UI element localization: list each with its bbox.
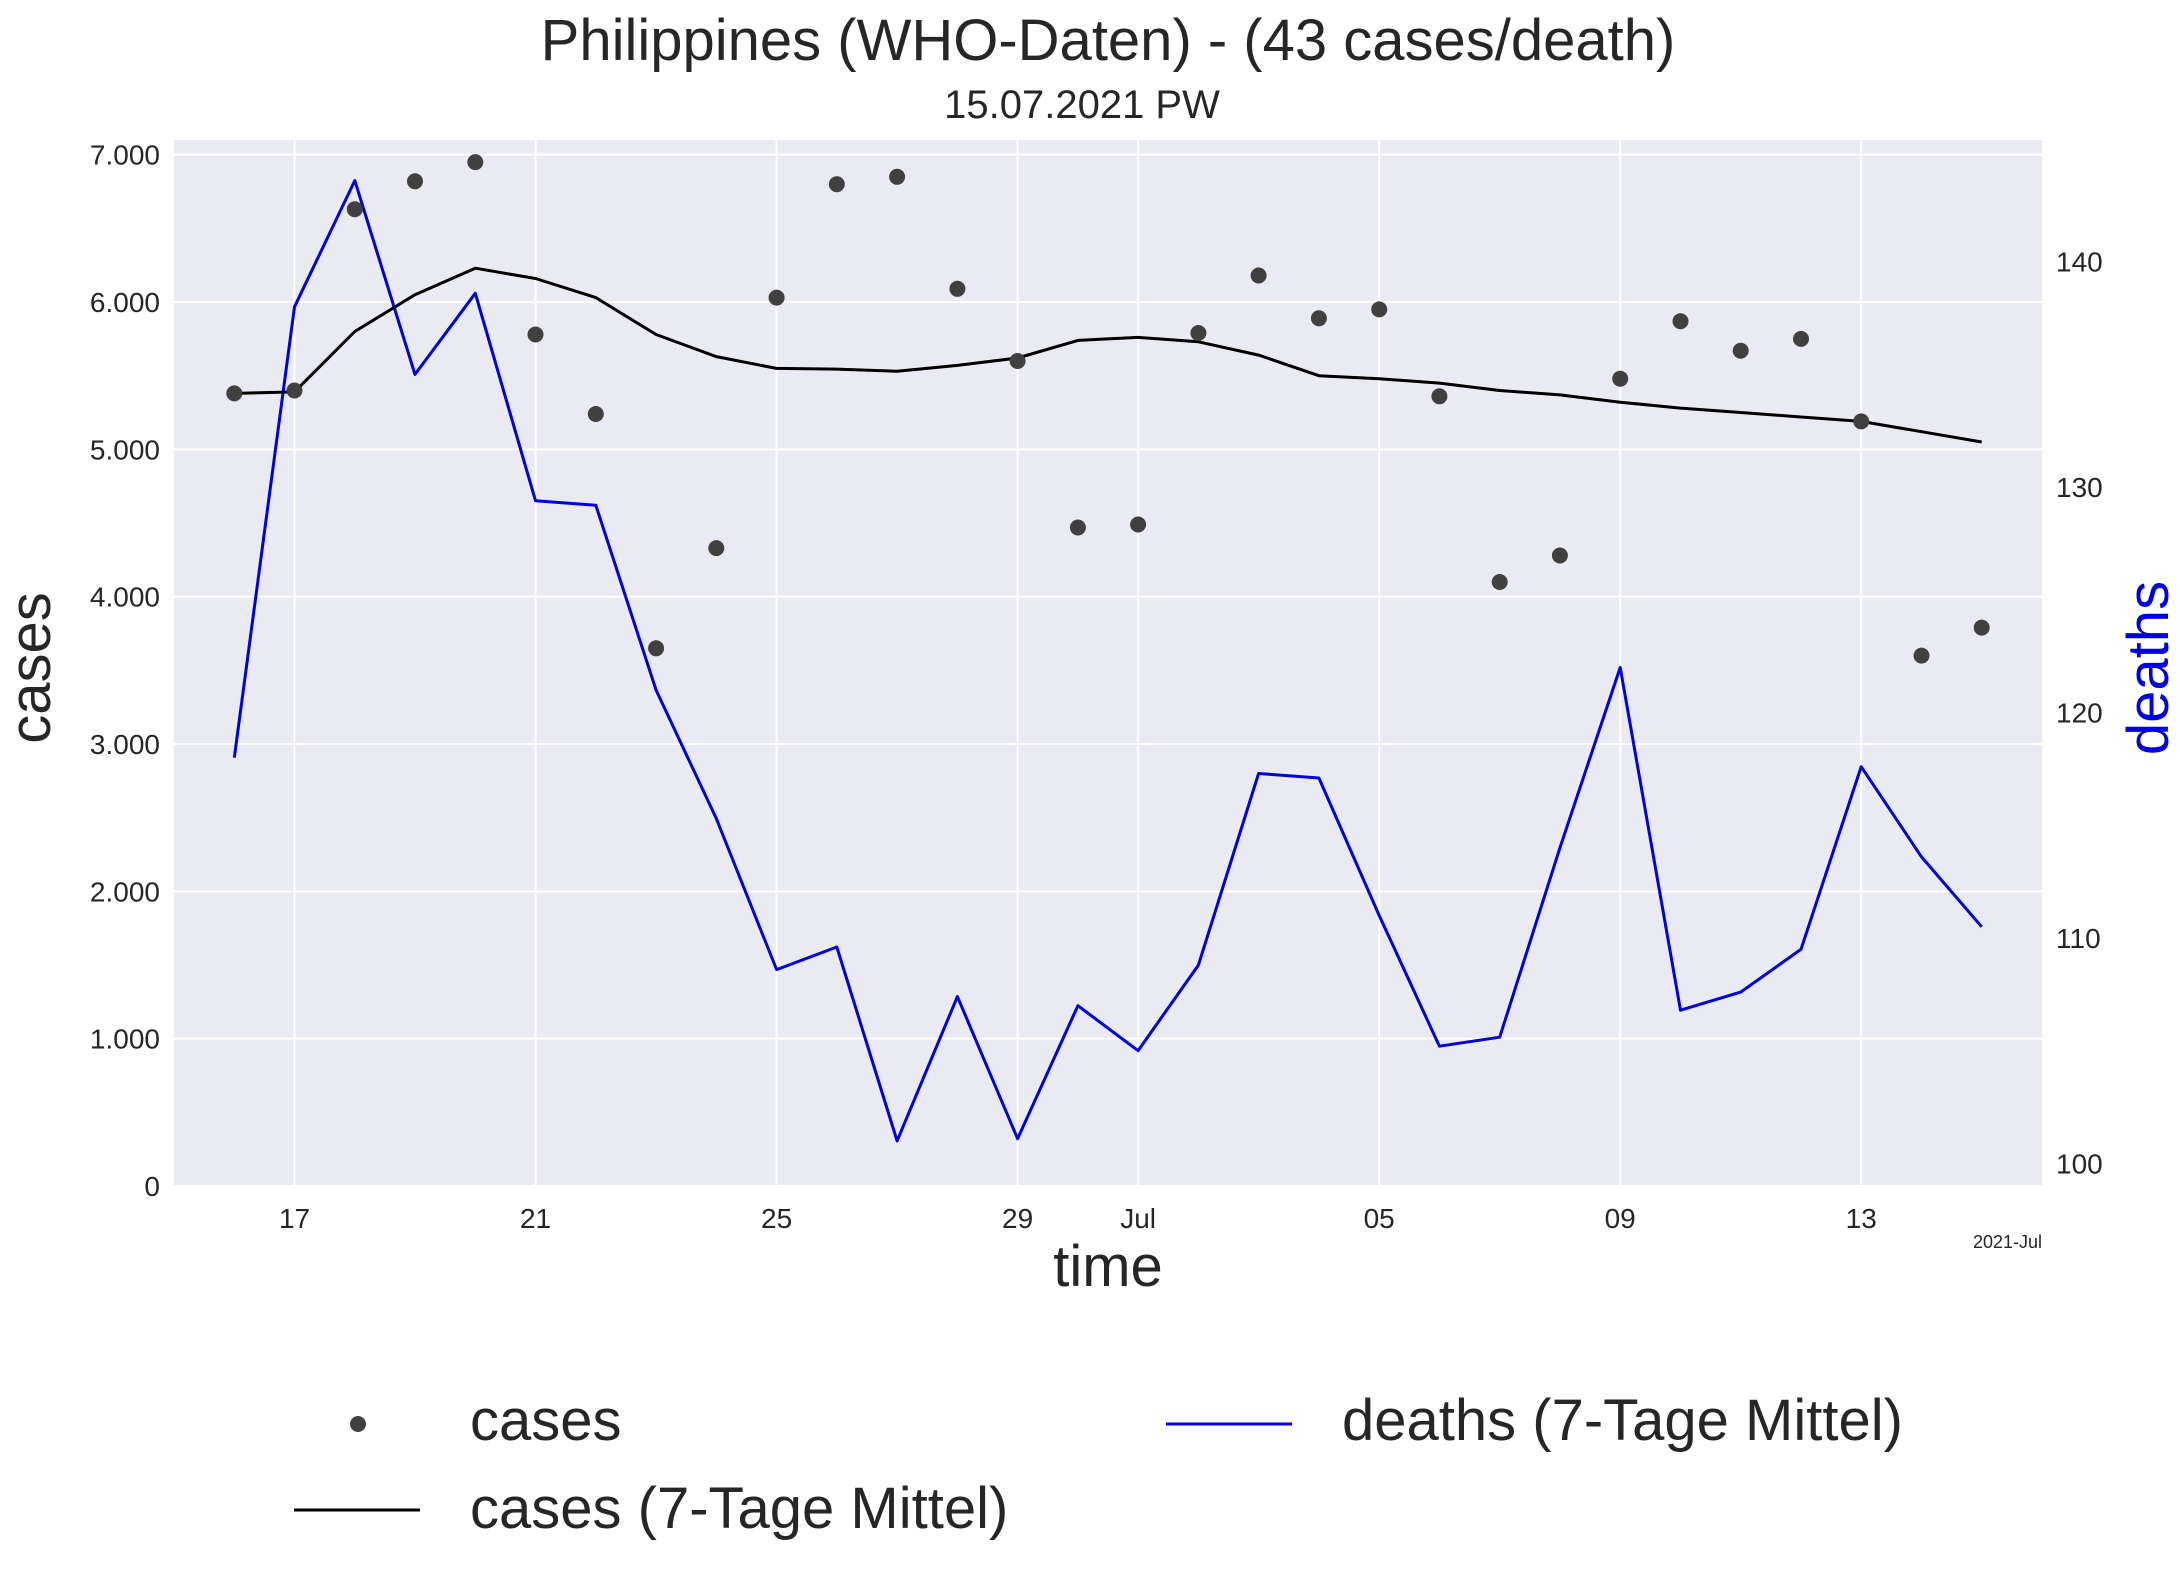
y-tick-labels-left: 0 1.000 2.000 3.000 4.000 5.000 6.000 7.000 bbox=[90, 140, 160, 1202]
cases-point bbox=[1913, 647, 1930, 664]
y-tick-label: 4.000 bbox=[90, 582, 160, 613]
deaths-7day-series-line bbox=[232, 179, 1983, 1143]
plot-area bbox=[174, 140, 2042, 1186]
y-gridlines bbox=[174, 153, 2042, 1187]
y-tick-label: 3.000 bbox=[90, 729, 160, 760]
legend-label-cases-7day: cases (7-Tage Mittel) bbox=[470, 1476, 1008, 1541]
deaths-7day-line bbox=[232, 179, 1983, 1143]
cases-point bbox=[1732, 342, 1749, 359]
y-tick-label-right: 110 bbox=[2056, 923, 2101, 954]
cases-point bbox=[648, 640, 665, 657]
cases-point bbox=[1310, 310, 1327, 327]
legend-marker-cases bbox=[350, 1416, 366, 1432]
x-axis-label: time bbox=[1053, 1234, 1163, 1299]
cases-point bbox=[828, 176, 845, 193]
x-tick-label: 13 bbox=[1846, 1203, 1877, 1234]
cases-point bbox=[1853, 413, 1870, 430]
cases-7day-series-line bbox=[234, 266, 1982, 444]
x-tick-label: 09 bbox=[1605, 1203, 1636, 1234]
x-tick-label: 25 bbox=[761, 1203, 792, 1234]
y-tick-label: 7.000 bbox=[90, 140, 160, 171]
cases-point bbox=[407, 173, 423, 190]
cases-points bbox=[226, 154, 1990, 664]
cases-point bbox=[1371, 301, 1388, 318]
chart-title: Philippines (WHO-Daten) - (43 cases/deat… bbox=[541, 8, 1676, 73]
y-axis-label-right: deaths bbox=[2116, 581, 2180, 755]
cases-point bbox=[1551, 547, 1568, 564]
y-tick-label: 6.000 bbox=[90, 287, 160, 318]
x-tick-labels: 17 21 25 29 Jul 05 09 13 bbox=[279, 1203, 1877, 1234]
y-tick-label-right: 120 bbox=[2056, 698, 2103, 729]
cases-point bbox=[1612, 370, 1629, 387]
cases-point bbox=[1431, 388, 1448, 405]
cases-point bbox=[1491, 574, 1508, 590]
legend-item-deaths-7day: deaths (7-Tage Mittel) bbox=[1166, 1388, 1903, 1453]
legend-label-deaths-7day: deaths (7-Tage Mittel) bbox=[1342, 1388, 1903, 1453]
legend-item-cases: cases bbox=[350, 1388, 622, 1453]
legend: cases cases (7-Tage Mittel) deaths (7-Ta… bbox=[294, 1388, 1903, 1541]
y-tick-labels-right: 100 110 120 130 140 bbox=[2056, 247, 2103, 1180]
cases-point bbox=[527, 326, 544, 343]
legend-label-cases: cases bbox=[470, 1388, 622, 1453]
cases-point bbox=[467, 154, 484, 171]
cases-point bbox=[1009, 353, 1026, 369]
x-tick-label: 05 bbox=[1364, 1203, 1395, 1234]
x-corner-label: 2021-Jul bbox=[1973, 1232, 2042, 1252]
y-tick-label: 2.000 bbox=[90, 876, 160, 907]
cases-point bbox=[1672, 313, 1689, 330]
y-tick-label-right: 140 bbox=[2056, 247, 2103, 278]
cases-7day-line bbox=[234, 266, 1982, 444]
cases-point bbox=[226, 385, 243, 402]
cases-point bbox=[768, 289, 785, 306]
cases-point bbox=[587, 406, 604, 422]
y-axis-label-left: cases bbox=[0, 592, 63, 744]
cases-point bbox=[949, 280, 966, 297]
cases-point bbox=[1973, 619, 1990, 636]
x-tick-label: 29 bbox=[1002, 1203, 1033, 1234]
cases-point bbox=[1130, 516, 1147, 533]
y-tick-label: 5.000 bbox=[90, 434, 160, 465]
cases-point bbox=[1069, 519, 1086, 536]
cases-point bbox=[286, 382, 303, 399]
x-tick-label: Jul bbox=[1120, 1203, 1156, 1234]
x-tick-label: 21 bbox=[520, 1203, 551, 1234]
y-tick-label: 0 bbox=[144, 1171, 160, 1202]
legend-item-cases-7day: cases (7-Tage Mittel) bbox=[294, 1476, 1008, 1541]
cases-point bbox=[1190, 325, 1207, 341]
cases-point bbox=[708, 540, 725, 557]
y-tick-label: 1.000 bbox=[90, 1024, 160, 1055]
cases-point bbox=[1250, 267, 1267, 284]
cases-point bbox=[346, 201, 363, 218]
x-tick-label: 17 bbox=[279, 1203, 310, 1234]
y-tick-label-right: 130 bbox=[2056, 472, 2103, 503]
y-tick-label-right: 100 bbox=[2056, 1148, 2103, 1179]
cases-point bbox=[889, 168, 906, 185]
chart-subtitle: 15.07.2021 PW bbox=[944, 83, 1220, 127]
cases-point bbox=[1793, 330, 1809, 347]
